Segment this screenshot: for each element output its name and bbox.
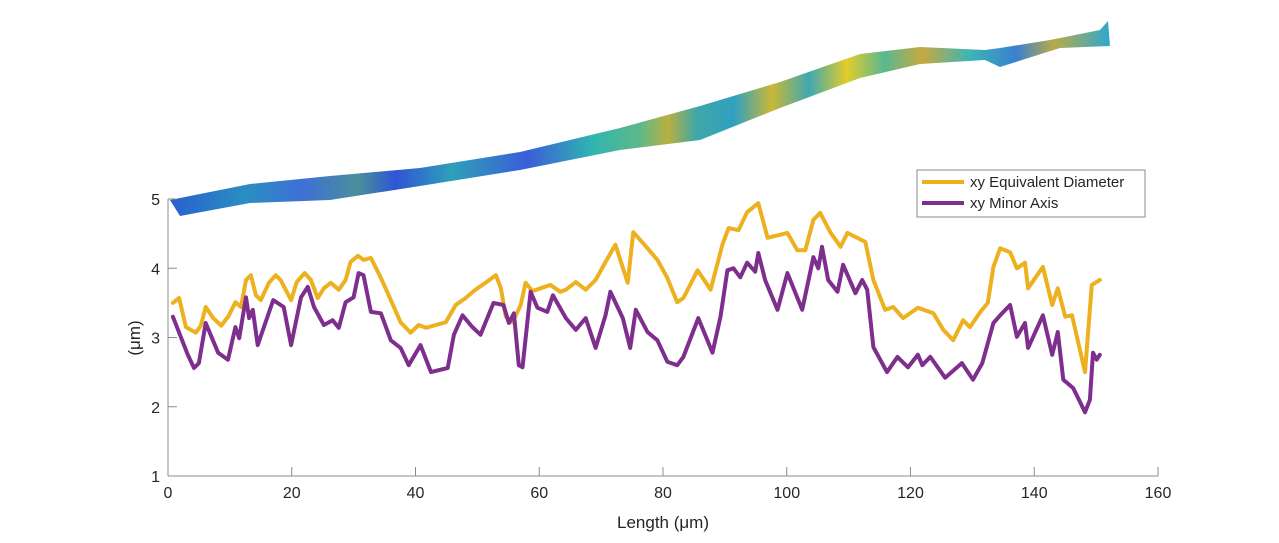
x-tick-label: 140: [1021, 485, 1048, 502]
legend-label-minor-axis: xy Minor Axis: [970, 195, 1058, 212]
neuron-3d-render: [170, 21, 1110, 216]
x-tick-label: 40: [407, 485, 425, 502]
y-tick-label: 1: [151, 469, 160, 486]
y-axis-title: (μm): [125, 320, 144, 355]
axes: 0 20 40 60 80 100 120 140 160 1 2 3 4 5: [151, 192, 1171, 502]
series-line-minor-axis: [170, 244, 1102, 415]
y-tick-label: 4: [151, 261, 160, 278]
y-tick-label: 3: [151, 331, 160, 348]
x-tick-label: 0: [164, 485, 173, 502]
x-tick-label: 120: [897, 485, 924, 502]
legend-label-equivalent-diameter: xy Equivalent Diameter: [970, 174, 1124, 191]
series-group: [170, 201, 1102, 415]
legend: xy Equivalent Diameter xy Minor Axis: [916, 169, 1146, 218]
x-tick-label: 100: [773, 485, 800, 502]
x-tick-label: 80: [654, 485, 672, 502]
legend-box: [916, 169, 1146, 218]
series-line-equivalent-diameter: [170, 201, 1102, 375]
x-axis-title: Length (μm): [617, 513, 709, 532]
y-tick-label: 2: [151, 400, 160, 417]
y-tick-label: 5: [151, 192, 160, 209]
x-tick-label: 160: [1145, 485, 1172, 502]
x-tick-label: 60: [530, 485, 548, 502]
x-tick-label: 20: [283, 485, 301, 502]
